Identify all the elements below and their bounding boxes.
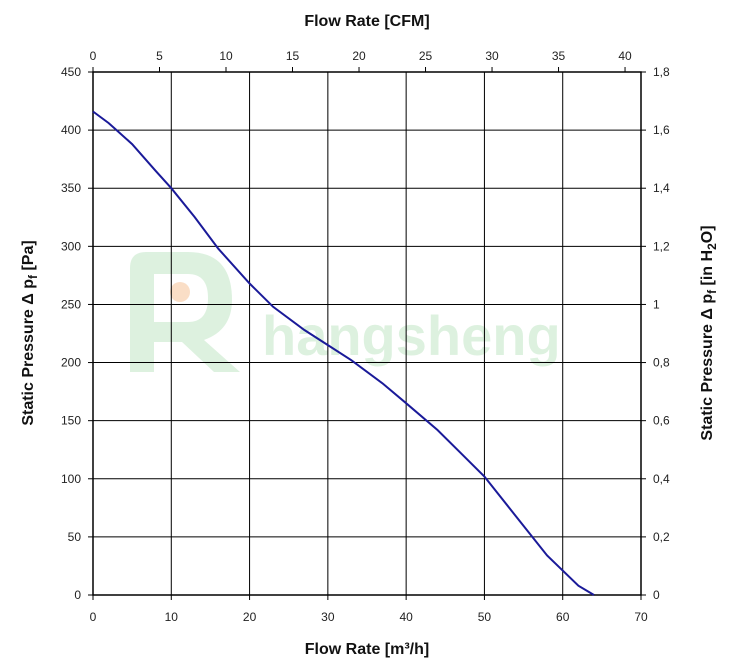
watermark-text: hangsheng [262, 304, 561, 367]
top-tick-label: 5 [156, 49, 163, 63]
right-axis-title-subscript: f [705, 289, 719, 294]
pressure-flow-curve [92, 110, 595, 596]
right-tick-label: 0,4 [653, 472, 670, 486]
bottom-tick-label: 60 [556, 610, 570, 624]
left-tick-label: 0 [74, 588, 81, 602]
right-tick-label: 0,2 [653, 530, 670, 544]
right-axis-title-unit: [in H [699, 250, 716, 290]
left-tick-label: 100 [61, 472, 81, 486]
right-tick-label: 1,4 [653, 181, 670, 195]
right-tick-label: 1,6 [653, 123, 670, 137]
bottom-tick-label: 40 [399, 610, 413, 624]
right-axis-title-unit-subscript: 2 [705, 243, 719, 250]
bottom-tick-label: 70 [634, 610, 648, 624]
right-tick-label: 1 [653, 297, 660, 311]
left-tick-label: 50 [68, 530, 82, 544]
right-axis-title-main: Static Pressure Δ p [699, 294, 716, 441]
left-axis-title-subscript: f [26, 274, 40, 279]
right-tick-label: 0,8 [653, 356, 670, 370]
bottom-tick-label: 20 [243, 610, 257, 624]
left-tick-label: 350 [61, 181, 81, 195]
bottom-tick-label: 0 [90, 610, 97, 624]
left-tick-label: 400 [61, 123, 81, 137]
left-axis-title: Static Pressure Δ pf [Pa] [20, 240, 40, 425]
right-tick-label: 1,2 [653, 239, 670, 253]
left-tick-label: 200 [61, 356, 81, 370]
right-axis-title-unit-end: O] [699, 225, 716, 243]
bottom-axis-title: Flow Rate [m³/h] [305, 641, 429, 658]
left-axis-title-unit: [Pa] [20, 240, 37, 275]
bottom-tick-label: 30 [321, 610, 335, 624]
right-axis-title: Static Pressure Δ pf [in H2O] [699, 225, 719, 440]
top-tick-label: 10 [219, 49, 233, 63]
top-tick-label: 0 [90, 49, 97, 63]
bottom-tick-label: 10 [165, 610, 179, 624]
right-tick-label: 0 [653, 588, 660, 602]
left-tick-label: 450 [61, 65, 81, 79]
right-tick-label: 0,6 [653, 414, 670, 428]
left-tick-label: 250 [61, 297, 81, 311]
right-tick-label: 1,8 [653, 65, 670, 79]
left-tick-label: 150 [61, 414, 81, 428]
hangsheng-watermark: hangsheng [130, 252, 561, 372]
left-axis-title-main: Static Pressure Δ p [20, 279, 37, 426]
top-tick-label: 20 [352, 49, 366, 63]
top-tick-label: 30 [485, 49, 499, 63]
bottom-tick-label: 50 [478, 610, 492, 624]
top-axis-title: Flow Rate [CFM] [304, 13, 429, 30]
top-tick-label: 35 [552, 49, 566, 63]
ticks: 0 10 20 30 40 50 60 700501001502002503003504004… [61, 49, 670, 624]
top-tick-label: 15 [286, 49, 300, 63]
watermark-logo-icon [130, 252, 240, 372]
left-tick-label: 300 [61, 239, 81, 253]
top-tick-label: 25 [419, 49, 433, 63]
top-tick-label: 40 [618, 49, 632, 63]
plot-frame [92, 71, 642, 596]
